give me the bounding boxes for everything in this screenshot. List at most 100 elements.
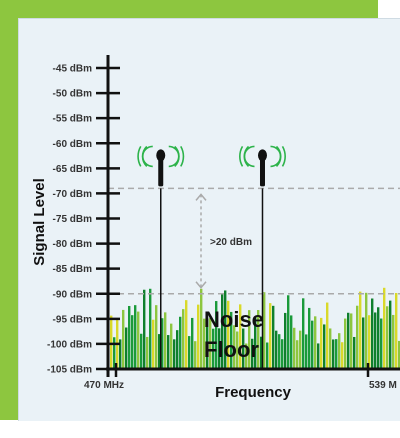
y-tick-label: -55 dBm (53, 114, 93, 125)
noise-bar (293, 327, 296, 369)
noise-bar (224, 290, 227, 369)
noise-bar (230, 311, 233, 369)
microphone-icon (137, 145, 185, 187)
sound-wave (174, 145, 180, 167)
noise-bar (365, 292, 368, 369)
noise-bar (182, 309, 185, 369)
noise-bar (242, 328, 245, 369)
noise-bar (377, 307, 380, 369)
noise-bar (359, 291, 362, 369)
noise-bar (110, 315, 113, 369)
microphone-body (158, 158, 164, 187)
noise-bar (149, 288, 152, 369)
noise-bar (356, 305, 359, 369)
noise-bar (335, 339, 338, 369)
noise-bar (311, 320, 314, 369)
noise-bar (173, 339, 176, 369)
y-tick-label: -75 dBm (53, 214, 93, 225)
sound-wave (243, 145, 250, 167)
noise-bar (191, 317, 194, 369)
noise-bar (296, 340, 299, 369)
noise-bar (302, 298, 305, 369)
noise-bar (398, 340, 400, 369)
y-tick-label: -50 dBm (53, 89, 93, 100)
noise-bar (260, 336, 263, 369)
noise-bar (197, 304, 200, 369)
noise-bar (341, 342, 344, 369)
noise-bar (338, 333, 341, 369)
y-tick-label: -70 dBm (53, 189, 93, 200)
noise-bar (362, 317, 365, 369)
microphone-icon (239, 145, 286, 187)
noise-bar (209, 317, 212, 369)
noise-bar (248, 310, 251, 369)
noise-bar (140, 333, 143, 369)
noise-bar (254, 317, 257, 369)
noise-bar (251, 338, 254, 369)
noise-bar (179, 316, 182, 369)
noise-bar (221, 294, 224, 369)
sound-wave (180, 146, 185, 167)
noise-bar (305, 334, 308, 369)
noise-bar (167, 335, 170, 369)
axes: -45 dBm -50 dBm -55 dBm -60 dBm -65 dBm -70 d… (47, 55, 400, 377)
arrow-head-up (195, 193, 207, 201)
x-tick-label-end: 539 M (369, 380, 397, 391)
y-tick-label: -95 dBm (53, 314, 93, 325)
noise-bar (203, 318, 206, 369)
noise-bar (287, 295, 290, 369)
noise-bar (257, 310, 260, 369)
noise-bar (284, 312, 287, 369)
noise-bar (347, 312, 350, 369)
noise-bar (281, 339, 284, 369)
signals (137, 145, 286, 369)
noise-bar (128, 305, 131, 369)
noise-bar (326, 302, 329, 369)
noise-bar (125, 327, 128, 369)
noise-bar (122, 309, 125, 369)
noise-bar (368, 315, 371, 369)
noise-bar (239, 304, 242, 369)
noise-bar (272, 305, 275, 369)
noise-bar (137, 311, 140, 369)
noise-bar (206, 318, 209, 369)
noise-bar (200, 288, 203, 369)
noise-bar (161, 318, 164, 369)
noise-bar (395, 293, 398, 369)
difference-annotation: >20 dBm (210, 237, 252, 248)
noise-bar (290, 315, 293, 369)
sound-wave (275, 145, 282, 167)
noise-floor-bars (110, 287, 400, 369)
noise-bar (392, 314, 395, 369)
noise-bar (317, 343, 320, 369)
y-tick-label: -45 dBm (53, 64, 93, 75)
noise-bar (176, 330, 179, 369)
noise-bar (371, 298, 374, 369)
reference-lines (108, 187, 400, 295)
noise-bar (218, 328, 221, 369)
microphone-head (156, 149, 166, 162)
noise-bar (380, 318, 383, 369)
noise-bar (374, 312, 377, 369)
noise-bar (152, 319, 155, 369)
noise-bar (227, 300, 230, 369)
noise-bar (389, 300, 392, 369)
noise-bar (170, 323, 173, 369)
labels: Signal Level Frequency 470 MHz 539 M >20… (31, 178, 397, 401)
noise-bar (353, 336, 356, 369)
noise-bar (386, 306, 389, 369)
noise-bar (155, 305, 158, 369)
noise-bar (236, 331, 239, 369)
noise-bar (113, 337, 116, 369)
y-tick-label: -65 dBm (53, 164, 93, 175)
noise-bar (119, 339, 122, 369)
y-tick-label: -85 dBm (53, 264, 93, 275)
noise-bar (383, 287, 386, 369)
noise-bar (158, 334, 161, 369)
sound-wave (141, 145, 148, 167)
noise-bar (269, 303, 272, 369)
noise-bar (146, 336, 149, 369)
noise-bar (320, 317, 323, 369)
noise-bar (266, 342, 269, 369)
